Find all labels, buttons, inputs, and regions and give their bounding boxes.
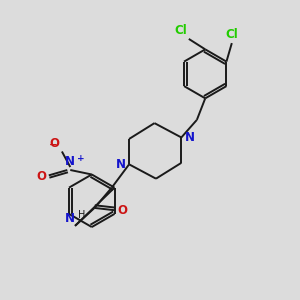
Text: −: − — [49, 140, 58, 150]
Text: O: O — [36, 170, 46, 183]
Text: Cl: Cl — [225, 28, 238, 41]
Text: H: H — [78, 211, 85, 220]
Text: N: N — [65, 154, 75, 168]
Text: O: O — [118, 204, 128, 217]
Text: Cl: Cl — [175, 24, 187, 38]
Text: N: N — [116, 158, 125, 171]
Text: O: O — [50, 137, 59, 150]
Text: N: N — [185, 131, 195, 144]
Text: N: N — [64, 212, 74, 225]
Text: +: + — [77, 154, 85, 164]
